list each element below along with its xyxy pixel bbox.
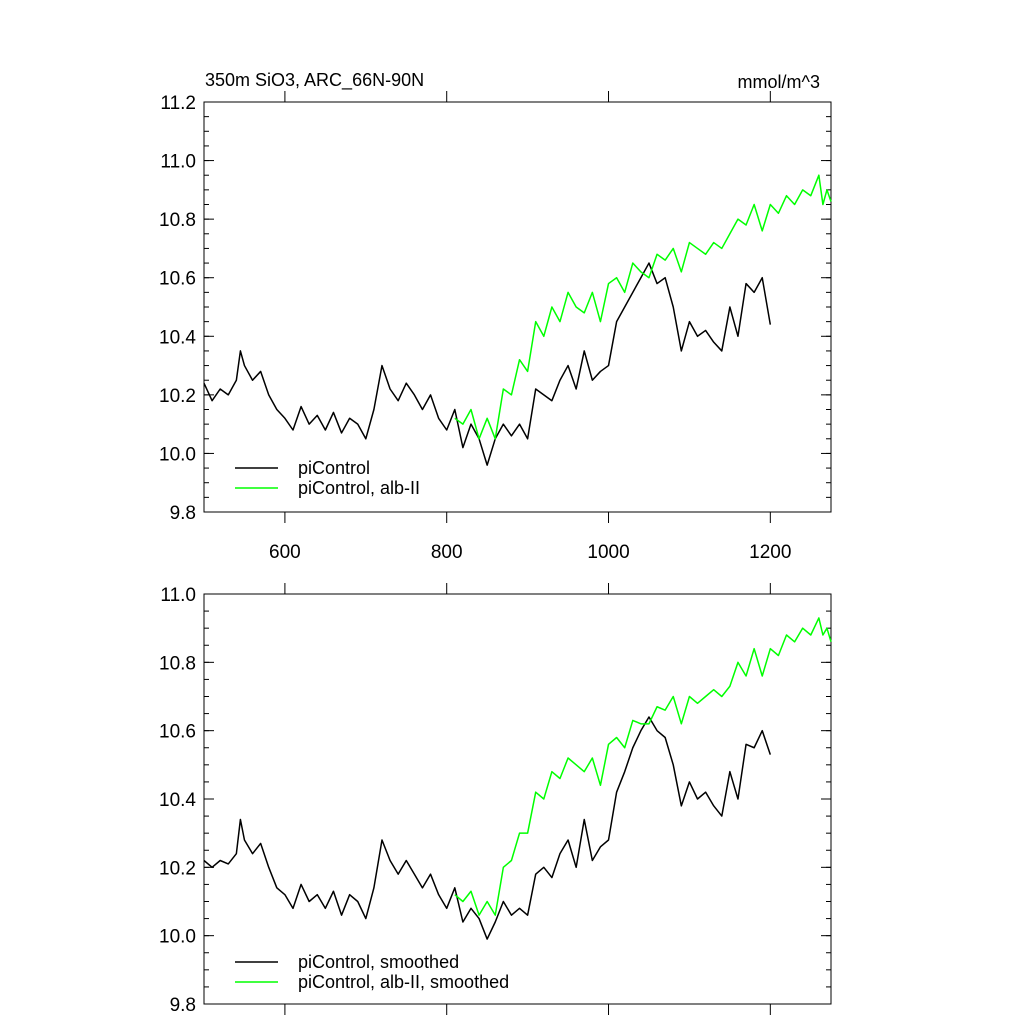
series-line xyxy=(454,617,832,916)
y-tick-label: 10.2 xyxy=(159,858,196,879)
x-tick-label: 1200 xyxy=(749,542,791,563)
top-panel: 350m SiO3, ARC_66N-90N mmol/m^3 9.8 10.0 1… xyxy=(159,70,832,563)
bottom-panel: 9.8 10.0 10.2 10.4 10.6 10.8 11.0 piControl, s… xyxy=(159,583,832,1016)
y-tick-label: 10.6 xyxy=(159,722,196,743)
axis-ticks: 9.8 10.0 10.2 10.4 10.6 10.8 11.0 xyxy=(159,583,831,1016)
legend-label: piControl, alb-II xyxy=(298,478,420,498)
y-tick-label: 10.8 xyxy=(159,210,196,231)
series-line xyxy=(454,174,832,440)
legend-label: piControl, smoothed xyxy=(298,952,459,972)
x-tick-label: 1000 xyxy=(587,542,629,563)
y-tick-label: 10.0 xyxy=(159,927,196,948)
axis-ticks: 9.8 10.0 10.2 10.4 10.6 10.8 11.0 11.2 600 800 100… xyxy=(159,91,831,563)
data-lines xyxy=(203,617,832,940)
y-tick-label: 9.8 xyxy=(170,995,196,1016)
y-tick-label: 10.8 xyxy=(159,653,196,674)
y-tick-label: 11.0 xyxy=(160,152,196,173)
y-tick-label: 11.2 xyxy=(160,93,196,114)
plot-frame xyxy=(203,101,832,513)
y-tick-label: 10.2 xyxy=(159,386,196,407)
x-tick-label: 600 xyxy=(269,542,301,563)
plot-frame xyxy=(203,593,832,1005)
chart-title: 350m SiO3, ARC_66N-90N xyxy=(205,70,424,91)
data-lines xyxy=(203,174,832,466)
series-line xyxy=(203,262,772,466)
y-tick-label: 9.8 xyxy=(170,503,196,524)
y-tick-label: 10.4 xyxy=(159,327,196,348)
y-tick-label: 10.6 xyxy=(159,269,196,290)
y-tick-label: 10.4 xyxy=(159,790,196,811)
legend-label: piControl, alb-II, smoothed xyxy=(298,972,509,992)
legend-label: piControl xyxy=(298,458,370,478)
x-tick-label: 800 xyxy=(431,542,463,563)
y-tick-label: 10.0 xyxy=(159,444,196,465)
units-label: mmol/m^3 xyxy=(738,72,820,92)
y-tick-label: 11.0 xyxy=(160,585,196,606)
series-line xyxy=(203,716,772,940)
